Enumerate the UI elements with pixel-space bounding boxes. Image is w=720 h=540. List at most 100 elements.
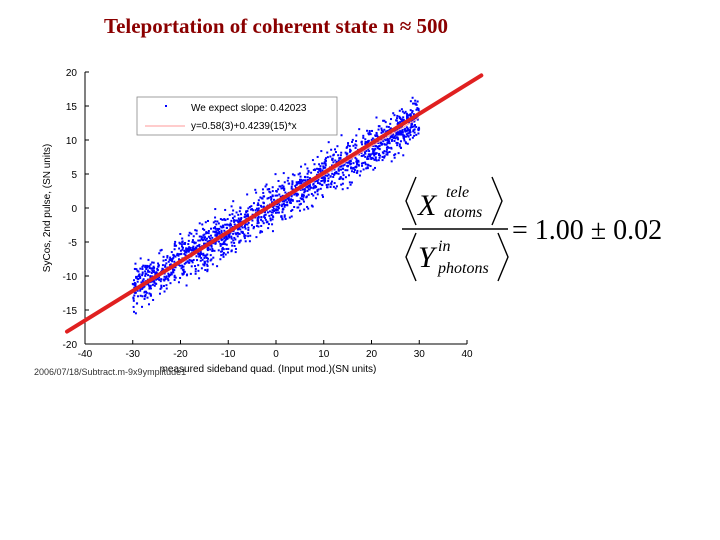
scatter-point [161,264,164,267]
scatter-point [153,281,156,284]
scatter-point [162,268,165,271]
scatter-point [248,205,251,208]
scatter-point [197,244,200,247]
scatter-point [166,255,169,258]
scatter-point [220,254,223,257]
scatter-point [357,163,360,166]
scatter-point [272,207,275,210]
scatter-point [138,273,141,276]
scatter-point [304,163,307,166]
scatter-point [183,252,186,255]
scatter-point [373,154,376,157]
scatter-point [352,166,355,169]
scatter-point [174,240,177,243]
scatter-point [196,244,199,247]
scatter-point [275,205,278,208]
scatter-point [385,130,388,133]
scatter-point [356,163,359,166]
y-tick-label: 0 [71,204,77,215]
scatter-point [188,261,191,264]
scatter-point [324,174,327,177]
scatter-point [198,245,201,248]
scatter-point [368,129,371,132]
scatter-point [212,227,215,230]
scatter-point [338,157,341,160]
scatter-point [302,188,305,191]
scatter-point [243,235,246,238]
scatter-point [371,137,374,140]
legend: We expect slope: 0.42023 y=0.58(3)+0.4239… [136,96,338,136]
scatter-point [296,181,299,184]
scatter-point [143,285,146,288]
scatter-point [340,165,343,168]
scatter-point [299,197,302,200]
scatter-point [206,248,209,251]
scatter-point [187,249,190,252]
scatter-point [168,275,171,278]
numerator-base: X [417,189,438,222]
scatter-point [308,177,311,180]
scatter-point [148,284,151,287]
scatter-point [347,142,350,145]
y-tick-label: -15 [63,306,78,317]
scatter-point [307,188,310,191]
scatter-point [330,182,333,185]
scatter-point [395,117,398,120]
scatter-point [396,136,399,139]
scatter-point [366,129,369,132]
scatter-point [291,198,294,201]
scatter-point [144,290,147,293]
y-tick-label: -20 [63,340,78,351]
scatter-point [367,133,370,136]
scatter-point [238,232,241,235]
scatter-point [217,232,220,235]
scatter-point [144,274,147,277]
scatter-point [286,203,289,206]
scatter-point [136,280,139,283]
scatter-point [402,118,405,121]
scatter-point [190,259,193,262]
scatter-point [327,173,330,176]
scatter-point [405,115,408,118]
scatter-point [268,188,271,191]
scatter-point [217,240,220,243]
scatter-point [210,245,213,248]
scatter-point [408,131,411,134]
scatter-point [173,248,176,251]
scatter-point [383,155,386,158]
scatter-point [203,254,206,257]
scatter-point [397,152,400,155]
scatter-point [376,134,379,137]
scatter-point [413,131,416,134]
scatter-point [406,113,409,116]
scatter-point [416,107,419,110]
scatter-point [192,235,195,238]
scatter-point [306,176,309,179]
scatter-point [383,143,386,146]
scatter-point [402,116,405,119]
scatter-point [160,248,163,251]
scatter-point [243,226,246,229]
scatter-point [188,258,191,261]
scatter-point [170,271,173,274]
scatter-point [157,265,160,268]
scatter-point [303,191,306,194]
scatter-point [313,163,316,166]
scatter-point [349,148,352,151]
scatter-point [355,160,358,163]
scatter-point [243,237,246,240]
scatter-point [255,191,258,194]
scatter-point [312,194,315,197]
scatter-point [298,203,301,206]
scatter-point [329,185,332,188]
scatter-point [382,140,385,143]
scatter-point [185,251,188,254]
scatter-point [409,134,412,137]
scatter-point [206,268,209,271]
scatter-point [326,156,329,159]
scatter-point [219,244,222,247]
scatter-point [259,204,262,207]
scatter-point [141,305,144,308]
scatter-point [270,214,273,217]
scatter-point [264,218,267,221]
